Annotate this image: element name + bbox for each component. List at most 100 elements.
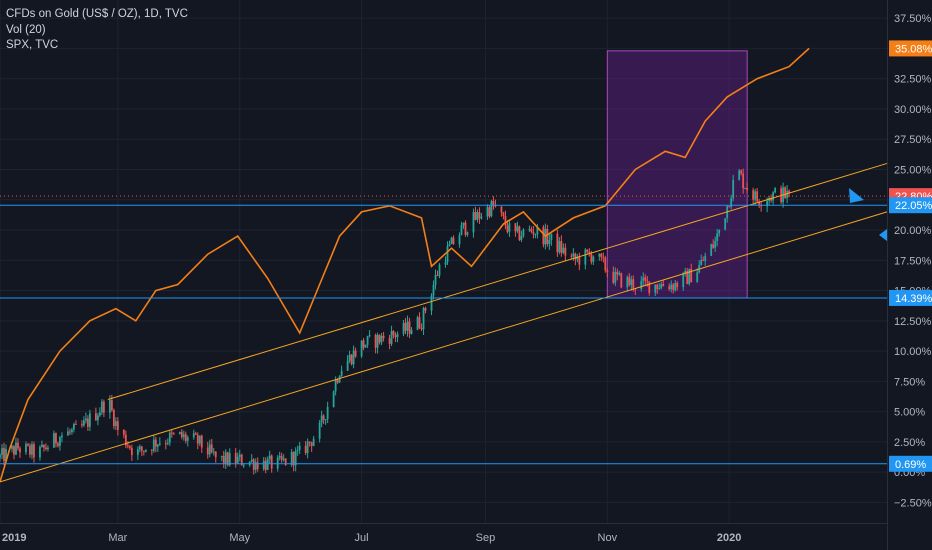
candle-body (194, 433, 197, 435)
candle-body (766, 200, 769, 207)
candle-body (672, 284, 675, 291)
candle-body (444, 262, 447, 265)
candle-body (548, 240, 551, 245)
candle-body (504, 216, 507, 226)
candle-body (240, 454, 243, 466)
candle-body (136, 449, 139, 456)
trend-line[interactable] (0, 211, 888, 483)
candle-body (380, 335, 383, 343)
candle-body (348, 354, 351, 361)
candle-body (346, 360, 349, 371)
candle-body (312, 438, 315, 446)
candle-body (1, 448, 3, 455)
candle-body (278, 455, 281, 458)
candle-body (466, 232, 469, 235)
candle-body (212, 451, 215, 453)
trend-line[interactable] (107, 162, 888, 400)
candle-body (618, 273, 621, 275)
candle-body (102, 401, 105, 413)
candle-body (786, 190, 789, 199)
candle-body (280, 455, 283, 460)
candle-body (418, 317, 421, 328)
candle-body (254, 462, 257, 470)
candle-body (178, 431, 181, 434)
candle-body (630, 279, 633, 285)
arrow-marker[interactable] (879, 229, 887, 241)
price-tick-label: 32.50% (894, 74, 932, 86)
candle-body (186, 437, 189, 441)
candle-body (420, 327, 423, 330)
candle-body (59, 437, 61, 446)
candle-body (306, 441, 309, 453)
candle-body (546, 228, 549, 245)
candle-body (474, 212, 477, 220)
time-tick-label: Jul (355, 532, 369, 544)
price-tick-label: 30.00% (894, 104, 932, 116)
candle-body (626, 277, 629, 288)
candle-body (61, 435, 63, 438)
level-value-badge[interactable] (889, 197, 932, 214)
arrow-marker[interactable] (849, 188, 864, 203)
legend-volume-indicator[interactable]: Vol (20) (6, 23, 46, 36)
candle-body (602, 257, 605, 259)
candle-body (644, 277, 647, 281)
candle-body (192, 433, 195, 438)
time-axis-background (0, 523, 887, 550)
candle-body (464, 222, 467, 235)
candle-body (536, 226, 539, 235)
spx-value-badge[interactable] (889, 40, 932, 57)
candle-body (732, 180, 735, 199)
candle-body (27, 444, 29, 446)
candle-body (534, 234, 537, 236)
candle-body (200, 435, 203, 448)
candle-body (430, 295, 433, 311)
candle-body (710, 244, 713, 256)
candle-body (87, 418, 89, 427)
candle-body (478, 212, 481, 219)
candle-body (154, 439, 157, 447)
candle-body (528, 229, 531, 231)
price-tick-label: 2.50% (894, 437, 925, 449)
price-tick-label: 20.00% (894, 225, 932, 237)
candle-body (71, 429, 73, 432)
candle-body (266, 459, 269, 470)
candle-body (100, 401, 103, 413)
candle-body (130, 448, 133, 456)
candle-body (668, 286, 671, 290)
candle-body (206, 447, 209, 455)
candle-body (388, 338, 391, 344)
price-axis: −2.50%0.00%2.50%5.00%7.50%10.00%12.50%15… (887, 0, 932, 550)
candle-body (292, 451, 295, 466)
candle-body (98, 412, 101, 416)
level-value-badge[interactable] (889, 289, 932, 306)
candle-body (550, 233, 553, 241)
legend-main-series[interactable]: CFDs on Gold (US$ / OZ), 1D, TVC (6, 8, 188, 20)
candle-body (5, 448, 7, 462)
level-value-badge[interactable] (889, 455, 932, 472)
candle-body (374, 334, 377, 348)
candle-body (242, 465, 245, 467)
candle-body (516, 226, 519, 232)
candle-body (450, 237, 453, 245)
candle-body (654, 284, 657, 293)
candle-body (586, 249, 589, 252)
legend-compare-series[interactable]: SPX, TVC (6, 39, 59, 51)
candle-body (438, 264, 441, 276)
candle-body (378, 334, 381, 343)
candle-body (520, 236, 523, 240)
candle-body (584, 249, 587, 265)
candle-body (730, 198, 733, 208)
candle-body (298, 445, 301, 451)
candle-body (556, 233, 559, 253)
candle-body (210, 444, 213, 452)
spx-line[interactable] (0, 47, 810, 483)
time-tick-label: 2020 (717, 532, 741, 544)
candle-body (634, 288, 637, 290)
candle-body (774, 188, 777, 193)
candle-body (170, 432, 173, 434)
price-tick-label: 37.50% (894, 13, 932, 25)
candle-body (214, 451, 217, 458)
